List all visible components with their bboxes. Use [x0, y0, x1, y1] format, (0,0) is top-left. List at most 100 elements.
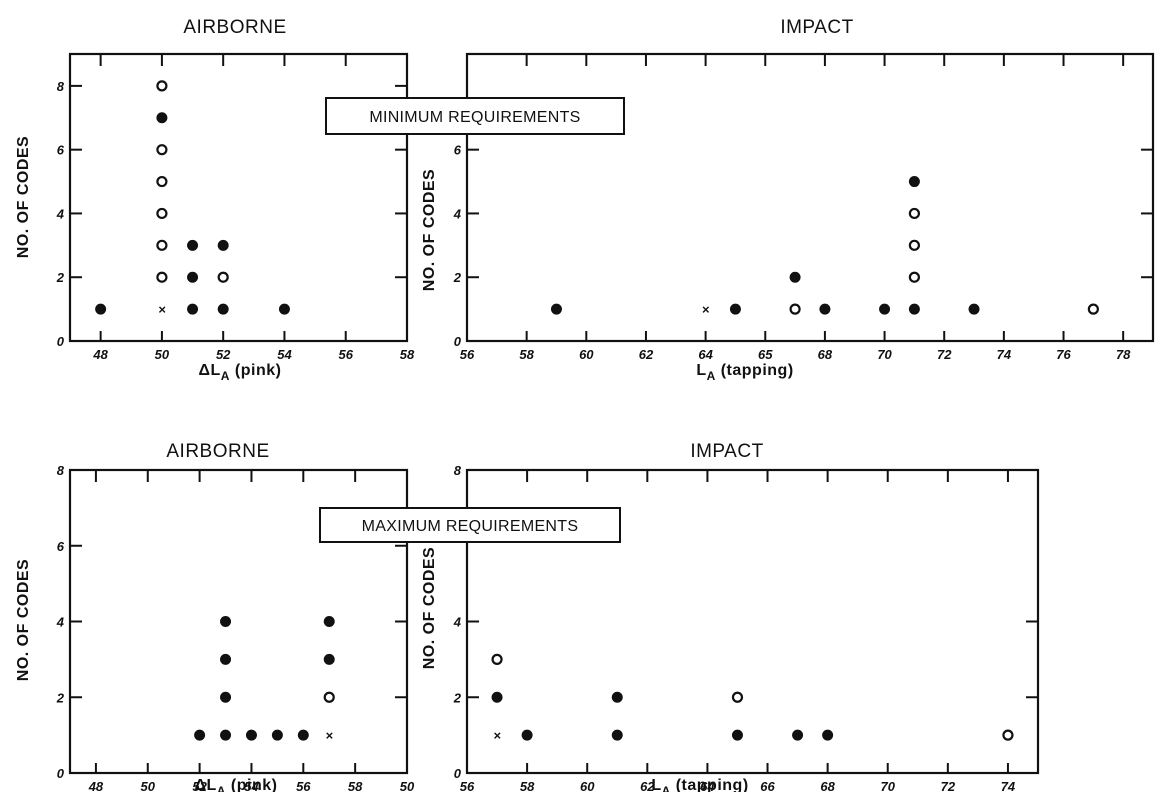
x-tick-label: 48 — [92, 347, 108, 362]
x-tick-label: 64 — [698, 347, 713, 362]
data-point-open — [789, 303, 801, 315]
data-marks: × — [194, 616, 335, 743]
y-tick-label: 2 — [453, 690, 462, 705]
data-point-filled — [217, 303, 229, 315]
data-point-filled — [220, 653, 232, 665]
x-tick-label: 54 — [277, 347, 292, 362]
data-point-filled — [731, 729, 743, 741]
data-point-filled — [908, 176, 920, 188]
x-tick-label: 58 — [519, 347, 534, 362]
plot-frame — [465, 52, 1155, 343]
data-point-open — [156, 239, 168, 251]
x-tick-label: 50 — [155, 347, 170, 362]
x-tick-label: 62 — [640, 779, 655, 792]
chart-bottom-impact: IMPACT NO. OF CODES LA (tapping) 56 58 60 6… — [421, 441, 1040, 792]
x-tick-label: 52 — [192, 779, 207, 792]
y-tick-label: 2 — [453, 270, 462, 285]
x-axis-label: ΔLA (pink) — [195, 777, 278, 792]
y-tick-label: 0 — [57, 334, 65, 349]
x-tick-label: 48 — [88, 779, 104, 792]
y-tick-label: 8 — [454, 463, 462, 478]
x-tick-label: 74 — [1001, 779, 1016, 792]
data-point-open — [1087, 303, 1099, 315]
data-point-open — [908, 239, 920, 251]
x-tick-label: 65 — [758, 347, 773, 362]
data-point-filled — [95, 303, 107, 315]
data-point-filled — [550, 303, 562, 315]
x-tick-label: 58 — [400, 347, 415, 362]
data-point-filled — [611, 729, 623, 741]
axis-ticks: 48 50 52 54 56 58 0 2 4 6 8 — [56, 54, 415, 362]
banner-label: MAXIMUM REQUIREMENTS — [362, 518, 579, 535]
x-tick-label: 56 — [460, 347, 475, 362]
data-point-open — [156, 175, 168, 188]
y-axis-label: NO. OF CODES — [421, 169, 438, 291]
chart-title: IMPACT — [690, 441, 763, 462]
data-point-open — [1002, 729, 1014, 741]
data-point-filled — [220, 616, 232, 627]
y-tick-label: 4 — [56, 206, 65, 221]
y-axis-label: NO. OF CODES — [421, 547, 438, 669]
data-point-x-marker: × — [158, 302, 166, 317]
axis-ticks: 48 50 52 54 56 58 50 0 2 4 6 8 — [56, 463, 415, 792]
data-point-open — [156, 80, 168, 92]
chart-title: IMPACT — [780, 17, 853, 38]
x-tick-label: 66 — [760, 779, 775, 792]
data-point-filled — [278, 303, 290, 315]
data-point-open — [156, 207, 168, 220]
x-tick-label: 78 — [1116, 347, 1131, 362]
y-tick-label: 8 — [57, 463, 65, 478]
data-point-open — [156, 144, 168, 156]
data-point-filled — [187, 239, 199, 251]
data-point-filled — [792, 729, 804, 741]
data-point-filled — [217, 239, 229, 251]
chart-bottom-airborne: AIRBORNE NO. OF CODES ΔLA (pink) 48 50 52 5… — [15, 441, 415, 792]
x-tick-label: 60 — [579, 347, 594, 362]
y-tick-label: 0 — [454, 334, 462, 349]
x-tick-label: 74 — [997, 347, 1012, 362]
axis-ticks: 56 58 60 62 64 65 68 70 72 74 76 78 0 2 4 6 — [453, 54, 1153, 362]
data-marks: × — [95, 80, 290, 317]
x-tick-label: 56 — [460, 779, 475, 792]
x-tick-label: 50 — [400, 779, 415, 792]
data-point-open — [908, 207, 920, 220]
data-point-filled — [156, 112, 168, 124]
banner-label: MINIMUM REQUIREMENTS — [369, 109, 580, 126]
data-point-filled — [323, 653, 335, 665]
axis-ticks: 56 58 60 62 64 66 68 70 72 74 0 2 4 8 — [453, 463, 1038, 792]
y-tick-label: 4 — [453, 206, 462, 221]
x-tick-label: 50 — [141, 779, 156, 792]
data-point-filled — [297, 729, 309, 741]
data-point-open — [491, 653, 503, 665]
plot-frame — [68, 52, 409, 343]
x-tick-label: 56 — [296, 779, 311, 792]
data-marks: × — [550, 176, 1099, 317]
data-point-filled — [789, 271, 801, 283]
data-point-filled — [729, 303, 741, 315]
x-tick-label: 68 — [820, 779, 835, 792]
data-point-filled — [271, 729, 283, 741]
data-point-filled — [245, 729, 257, 741]
data-point-filled — [220, 691, 232, 703]
x-tick-label: 64 — [700, 779, 715, 792]
y-tick-label: 0 — [454, 766, 462, 781]
chart-top-impact: IMPACT NO. OF CODES LA (tapping) 56 58 60 6… — [421, 17, 1155, 383]
x-tick-label: 60 — [580, 779, 595, 792]
x-tick-label: 72 — [941, 779, 956, 792]
x-tick-label: 58 — [348, 779, 363, 792]
chart-title: AIRBORNE — [166, 441, 269, 462]
data-point-filled — [908, 303, 920, 315]
data-point-filled — [323, 616, 335, 627]
data-point-open — [156, 271, 168, 283]
data-point-filled — [611, 691, 623, 703]
chart-top-airborne: AIRBORNE NO. OF CODES ΔLA (pink) 48 50 52 5… — [15, 17, 415, 383]
data-point-filled — [187, 271, 199, 283]
y-tick-label: 2 — [56, 270, 65, 285]
y-axis-label: NO. OF CODES — [15, 559, 32, 681]
data-point-open — [323, 691, 335, 703]
y-tick-label: 4 — [453, 615, 462, 630]
data-point-filled — [194, 729, 206, 741]
x-tick-label: 56 — [338, 347, 353, 362]
y-tick-label: 0 — [57, 766, 65, 781]
x-tick-label: 58 — [520, 779, 535, 792]
